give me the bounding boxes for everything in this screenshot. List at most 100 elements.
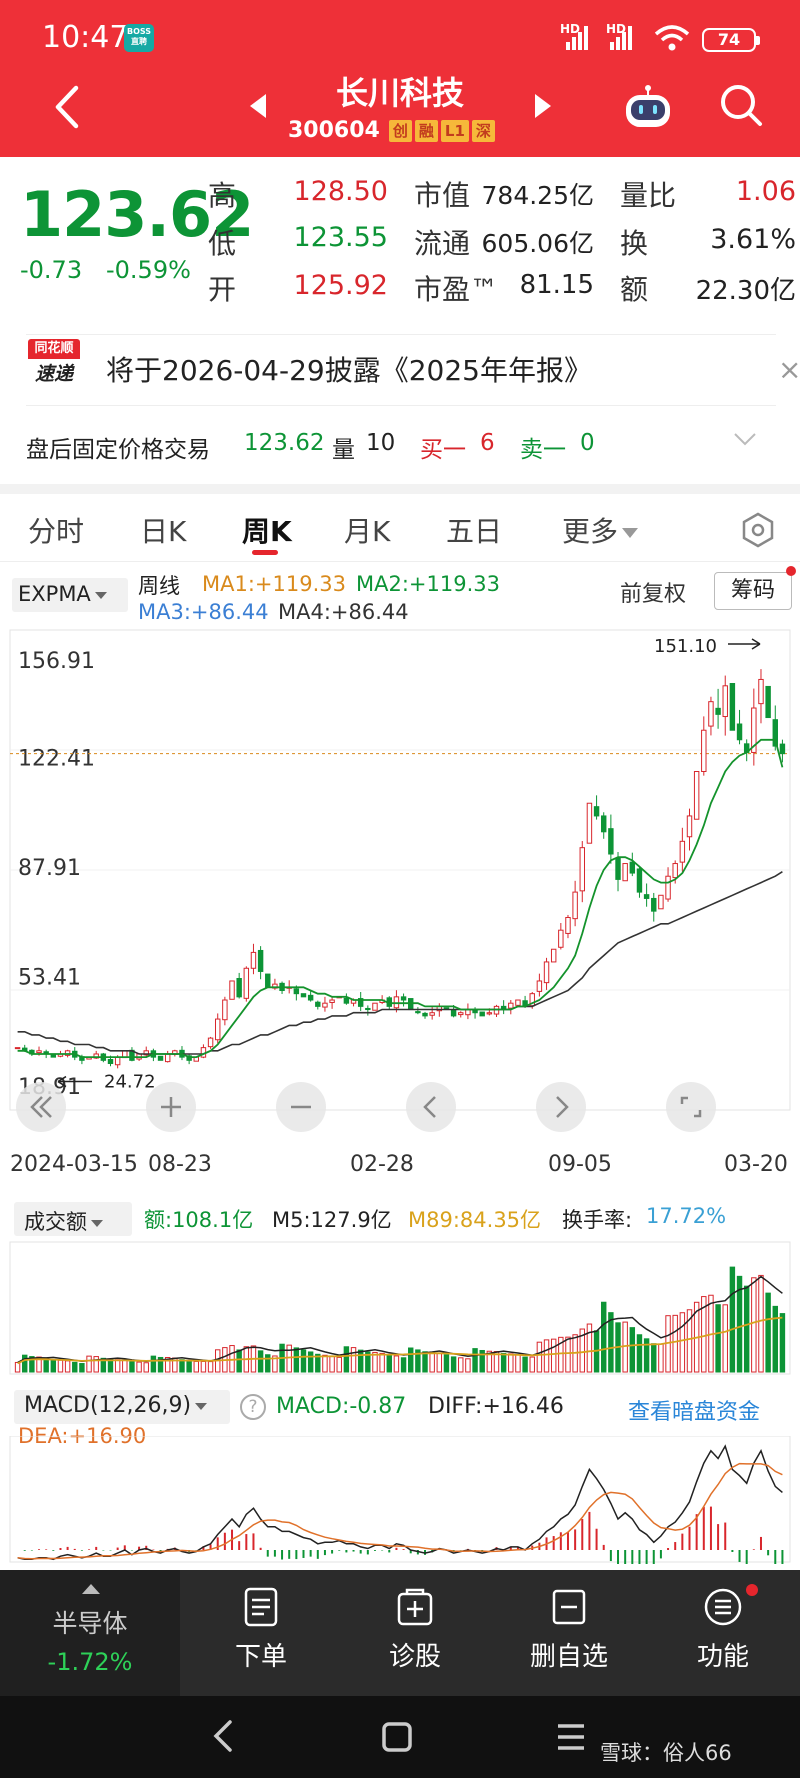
volume-bar — [29, 1356, 35, 1373]
next-candle-button[interactable] — [536, 1082, 586, 1132]
minus-square-icon — [552, 1589, 586, 1625]
volume-bar — [651, 1343, 657, 1373]
plus-icon — [161, 1097, 181, 1117]
hd-label: HD — [560, 22, 581, 36]
functions-button[interactable]: 功能 — [658, 1570, 788, 1696]
sell1-label: 卖一 — [520, 437, 566, 463]
chevron-down-icon[interactable] — [734, 432, 756, 446]
ma4-value: MA4:+86.44 — [278, 600, 409, 624]
candle-body — [651, 897, 657, 912]
volume-bar — [107, 1359, 114, 1373]
buy1-value: 6 — [480, 430, 495, 456]
candle-body — [236, 977, 242, 998]
tab-five-day[interactable]: 五日 — [446, 515, 503, 548]
double-chevron-left-icon — [30, 1096, 52, 1118]
mktcap-value: 784.25亿 — [481, 181, 594, 210]
after-hours-row[interactable]: 盘后固定价格交易 123.62 量 10 买一 6 卖一 0 — [26, 426, 776, 466]
help-icon[interactable]: ? — [240, 1394, 266, 1420]
indicator-select[interactable]: EXPMA — [12, 578, 128, 612]
volume-amount: 额:108.1亿 — [144, 1208, 254, 1232]
volume-chart[interactable] — [0, 1240, 800, 1376]
stock-code: 300604 — [288, 118, 380, 143]
zoom-out-button[interactable] — [276, 1082, 326, 1132]
adjust-button[interactable]: 前复权 — [620, 582, 687, 607]
status-bar: 10:47 BOSS 直聘 HD HD 74 — [0, 0, 800, 78]
y-tick-label: 156.91 — [18, 649, 95, 674]
candle-body — [243, 967, 250, 999]
next-stock-arrow[interactable] — [535, 94, 551, 118]
search-icon[interactable] — [718, 82, 764, 128]
system-recents-icon[interactable] — [554, 1720, 588, 1754]
volume-bar — [43, 1357, 49, 1373]
turnover-rate-value: 17.72% — [646, 1204, 727, 1228]
volume-bar — [300, 1349, 307, 1373]
candle-body — [322, 1002, 328, 1008]
volume-bar — [722, 1304, 728, 1373]
caret-down-icon — [91, 1219, 103, 1227]
ai-robot-icon[interactable] — [620, 82, 676, 132]
volume-bar — [772, 1305, 778, 1373]
volume-bar — [636, 1334, 643, 1373]
volume-bar — [658, 1343, 664, 1373]
candle-body — [422, 1012, 428, 1017]
volume-bar — [207, 1361, 214, 1373]
announcement-banner[interactable]: 同花顺 速递 将于2026-04-29披露《2025年年报》 × — [26, 334, 800, 406]
candle-body — [536, 980, 543, 992]
volume-bar — [143, 1362, 149, 1373]
volume-bar — [315, 1353, 321, 1373]
after-hours-label: 盘后固定价格交易 — [26, 437, 210, 463]
prev-stock-arrow[interactable] — [250, 94, 266, 118]
candle-body — [36, 1050, 42, 1054]
ma3-line — [17, 871, 783, 1055]
amount-label: 额 — [620, 273, 649, 306]
dark-pool-link[interactable]: 查看暗盘资金 — [628, 1400, 761, 1425]
remove-watchlist-button[interactable]: 删自选 — [504, 1570, 634, 1696]
volume-bar — [751, 1277, 757, 1373]
float-value: 605.06亿 — [481, 229, 594, 258]
close-icon[interactable]: × — [778, 353, 800, 386]
tab-more[interactable]: 更多 — [562, 510, 639, 550]
tab-monthly-k[interactable]: 月K — [344, 515, 391, 548]
volratio-value: 1.06 — [735, 176, 796, 207]
volume-bar — [100, 1357, 107, 1373]
tab-weekly-k[interactable]: 周K — [242, 515, 292, 548]
candle-body — [450, 1009, 457, 1017]
sector-change: -1.72% — [47, 1648, 133, 1676]
candle-body — [758, 678, 764, 705]
scroll-left-button[interactable] — [16, 1082, 66, 1132]
sector-indicator[interactable]: 半导体 -1.72% — [0, 1570, 180, 1696]
candle-body — [643, 894, 650, 899]
tag-rong: 融 — [414, 119, 438, 142]
fullscreen-button[interactable] — [666, 1082, 716, 1132]
volume-bar — [779, 1313, 786, 1373]
chevron-right-icon — [556, 1096, 569, 1118]
zoom-in-button[interactable] — [146, 1082, 196, 1132]
active-tab-indicator — [252, 550, 278, 555]
back-icon[interactable] — [46, 82, 86, 132]
chip-distribution-button[interactable]: 筹码 — [714, 572, 792, 610]
tab-intraday[interactable]: 分时 — [28, 515, 85, 548]
system-home-icon[interactable] — [380, 1720, 414, 1754]
high-label: 高 — [208, 179, 237, 212]
candle-body — [665, 875, 671, 900]
tab-daily-k[interactable]: 日K — [140, 515, 187, 548]
macd-indicator-select[interactable]: MACD(12,26,9) — [14, 1390, 230, 1424]
diagnose-button[interactable]: 诊股 — [350, 1570, 480, 1696]
prev-candle-button[interactable] — [406, 1082, 456, 1132]
macd-chart[interactable] — [0, 1436, 800, 1564]
order-button[interactable]: 下单 — [196, 1570, 326, 1696]
high-value: 128.50 — [293, 176, 388, 207]
volume-bar — [57, 1359, 64, 1373]
volume-bar — [179, 1359, 185, 1373]
candle-body — [508, 1002, 514, 1009]
settings-icon[interactable] — [740, 512, 776, 548]
volume-bar — [157, 1356, 164, 1373]
volume-bar — [64, 1360, 71, 1373]
system-back-icon[interactable] — [208, 1718, 238, 1754]
volume-indicator-select[interactable]: 成交额 — [14, 1202, 132, 1236]
notification-dot — [786, 566, 796, 576]
volume-bar — [122, 1359, 128, 1373]
volume-bar — [515, 1354, 521, 1373]
diagnose-icon — [397, 1588, 433, 1626]
